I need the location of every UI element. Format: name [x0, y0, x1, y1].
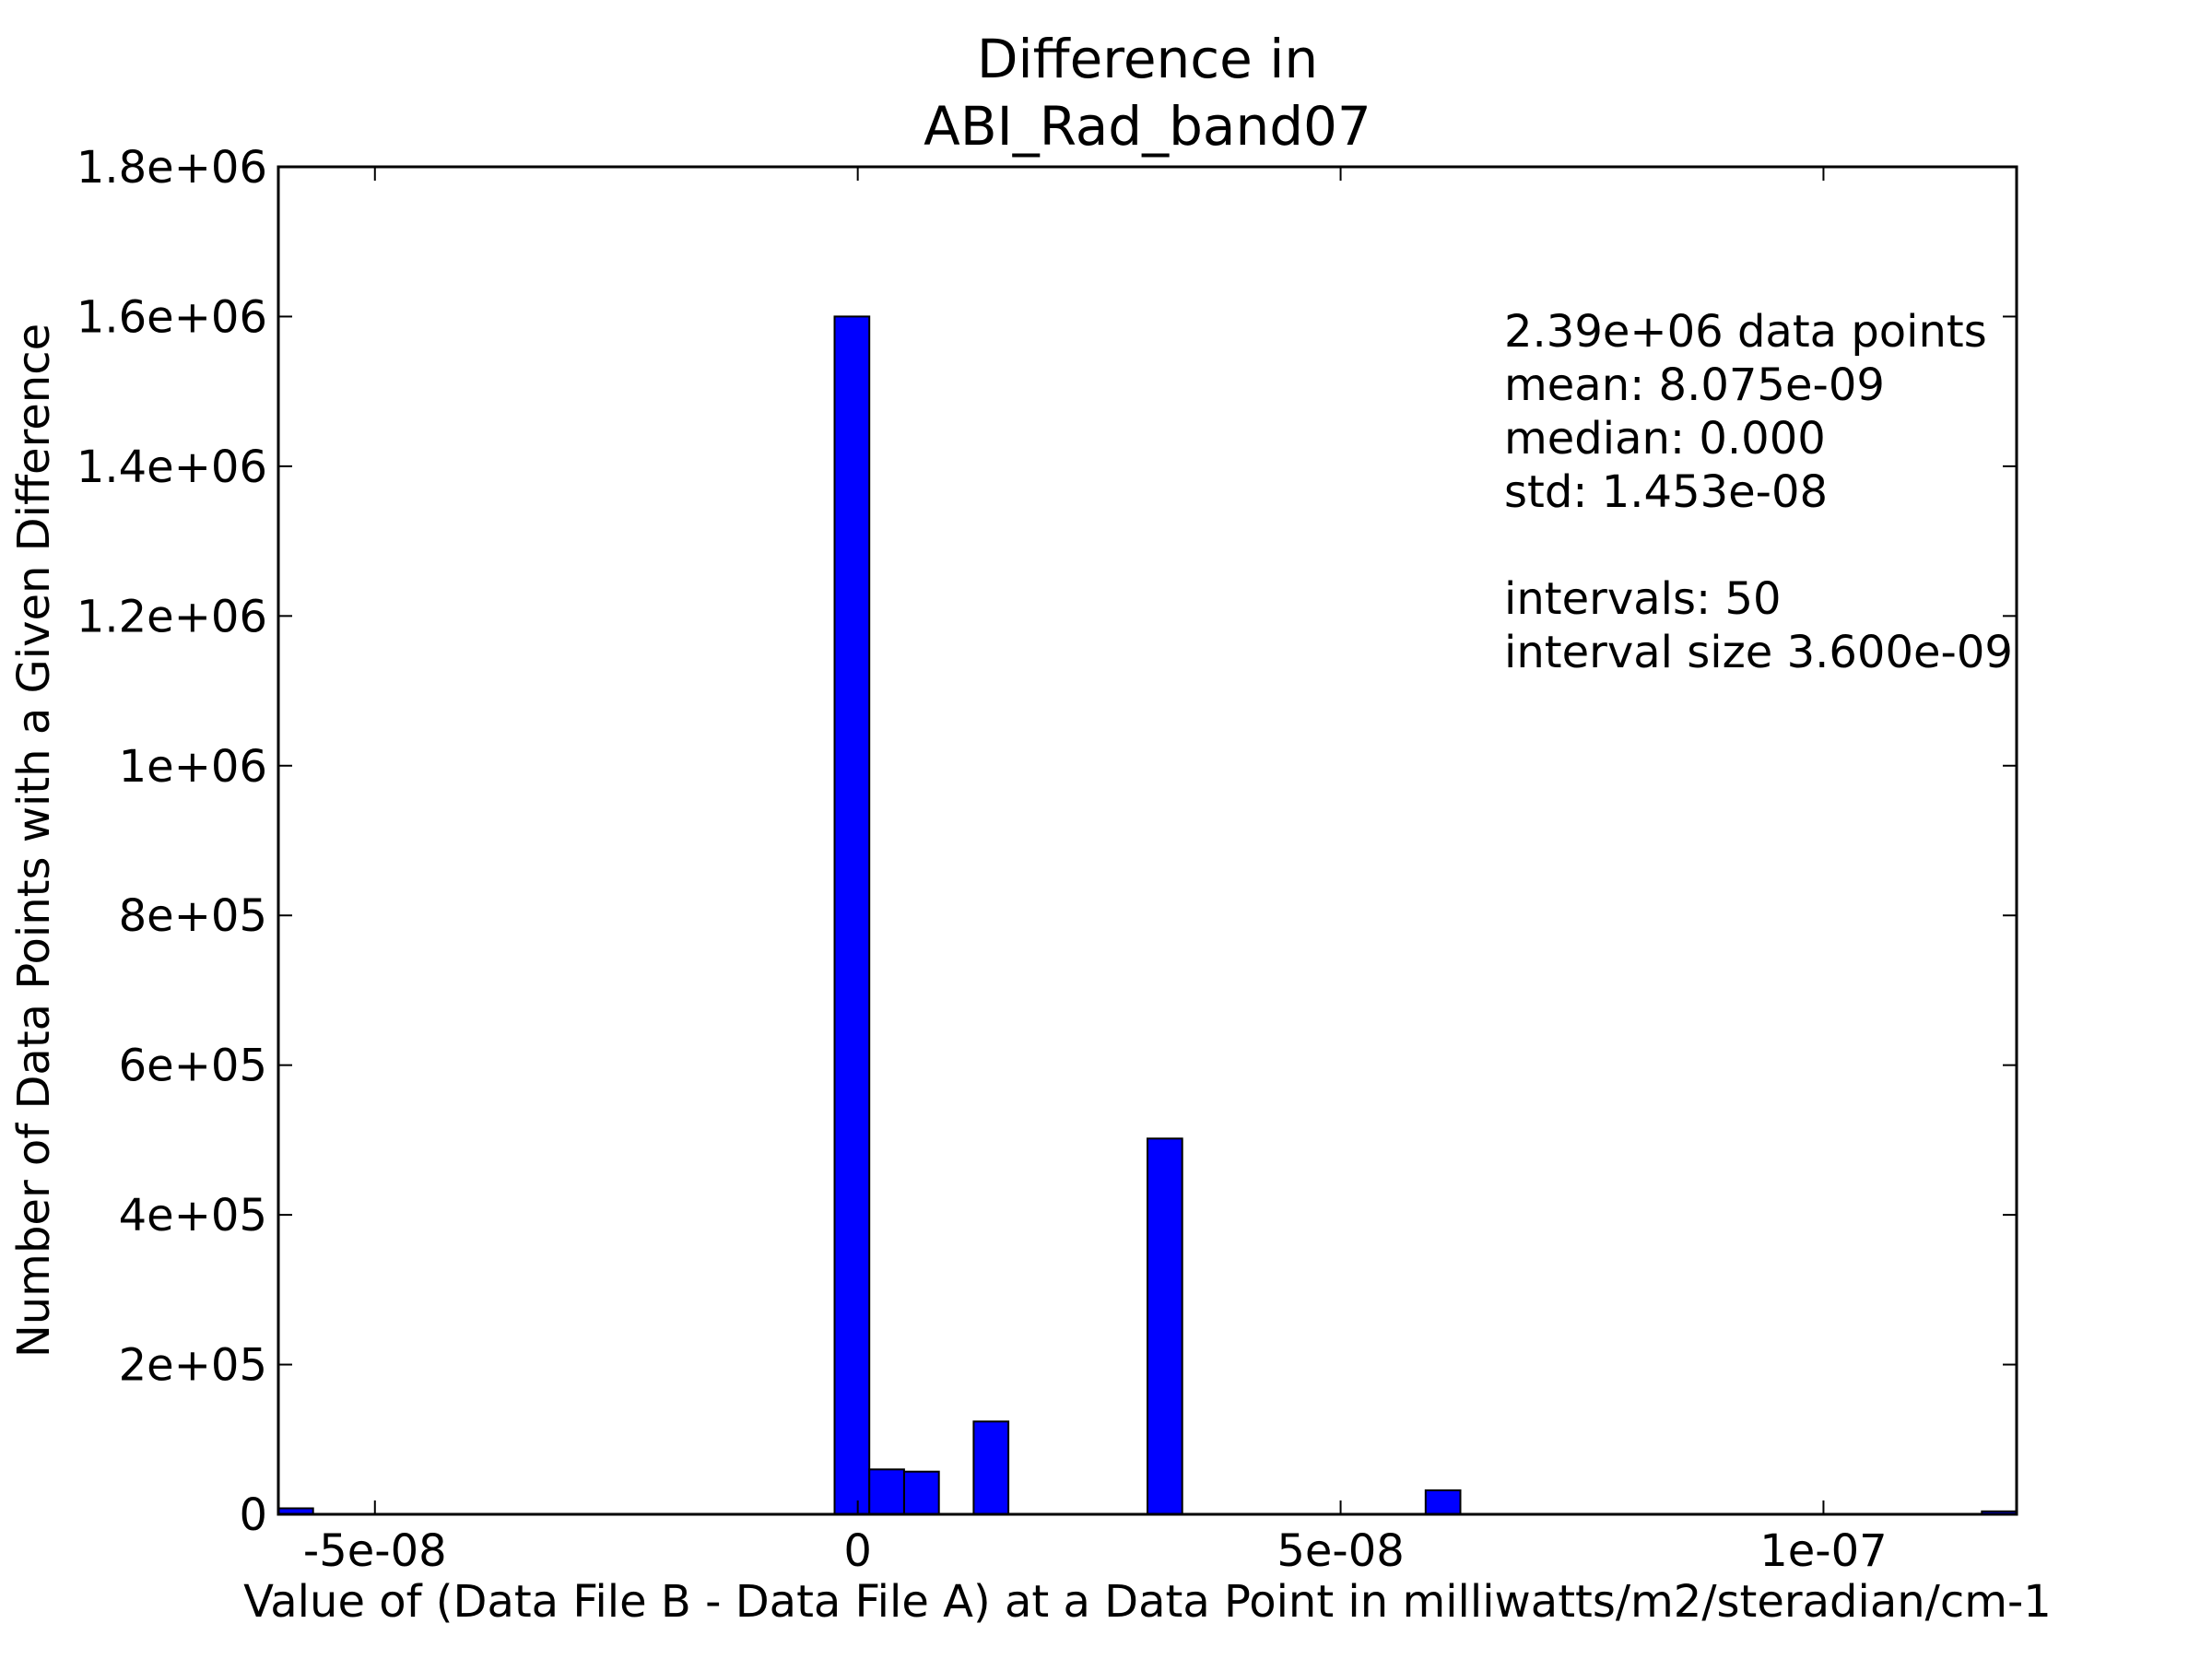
- y-tick-label-1: 2e+05: [119, 1340, 267, 1392]
- stats-line-5: intervals: 50: [1504, 573, 1782, 625]
- stats-line-2: median: 0.000: [1504, 413, 1826, 465]
- histogram-bar-5: [1147, 1137, 1183, 1516]
- histogram-bar-6: [1424, 1489, 1462, 1515]
- tick-group: -5e-08 0 5e-08 1e-07 0 2e+05 4e+05 6e+05 8e+05 1e…: [76, 142, 2017, 1577]
- y-axis-label: Number of Data Points with a Given Diffe…: [8, 324, 60, 1358]
- y-tick-label-2: 4e+05: [119, 1190, 267, 1241]
- x-tick-label-2: 5e-08: [1277, 1525, 1404, 1577]
- y-tick-label-3: 6e+05: [119, 1041, 267, 1092]
- y-tick-label-8: 1.6e+06: [76, 291, 267, 343]
- stats-line-6: interval size 3.600e-09: [1504, 627, 2013, 678]
- x-tick-label-0: -5e-08: [303, 1525, 447, 1577]
- bar-group: [277, 315, 2018, 1516]
- plot-frame: [276, 165, 2018, 1516]
- y-tick-label-7: 1.4e+06: [76, 441, 267, 493]
- histogram-bar-4: [972, 1420, 1010, 1516]
- stats-line-3: std: 1.453e-08: [1504, 466, 1828, 518]
- y-tick-label-4: 8e+05: [119, 890, 267, 942]
- chart-title-line-1: Difference in: [977, 28, 1318, 90]
- stats-line-1: mean: 8.075e-09: [1504, 359, 1885, 411]
- y-tick-label-6: 1.2e+06: [76, 591, 267, 642]
- x-axis-label: Value of (Data File B - Data File A) at …: [243, 1576, 2052, 1628]
- y-tick-label-9: 1.8e+06: [76, 142, 267, 194]
- histogram-bar-1: [833, 315, 871, 1515]
- x-tick-label-3: 1e-07: [1759, 1525, 1887, 1577]
- chart-title-line-2: ABI_Rad_band07: [924, 95, 1371, 158]
- histogram-bar-3: [903, 1470, 940, 1515]
- y-tick-label-0: 0: [239, 1489, 267, 1541]
- y-tick-label-5: 1e+06: [119, 741, 267, 793]
- x-tick-label-1: 0: [843, 1525, 872, 1577]
- stats-line-0: 2.39e+06 data points: [1504, 306, 1987, 358]
- histogram-bar-2: [868, 1468, 905, 1516]
